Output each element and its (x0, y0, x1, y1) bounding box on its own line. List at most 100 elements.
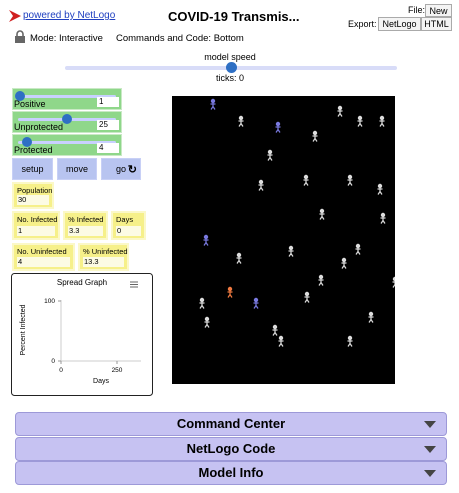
file-label: File: (408, 5, 426, 15)
slider-label: Protected (14, 145, 53, 155)
monitor-value: 0 (116, 226, 141, 236)
powered-link[interactable]: powered by NetLogo (23, 10, 116, 21)
monitor: Population 30 (12, 182, 54, 209)
person (318, 274, 324, 286)
lock-icon (15, 30, 25, 43)
monitor-value: 30 (17, 195, 49, 205)
slider-knob[interactable] (62, 114, 72, 124)
y-tick-label: 100 (44, 298, 55, 305)
person (319, 208, 325, 220)
person (236, 252, 242, 264)
monitor-value: 1 (17, 226, 55, 236)
y-axis-label: Percent Infected (20, 304, 27, 355)
panel-title: NetLogo Code (186, 441, 276, 456)
monitor: % Uninfected 13.3 (78, 243, 129, 271)
expand-arrow (424, 446, 436, 453)
person (392, 276, 395, 288)
panel-title: Model Info (198, 465, 264, 480)
person (357, 115, 363, 127)
monitor: % Infected 3.3 (63, 211, 108, 240)
person (199, 297, 205, 309)
monitor-label: Population (17, 186, 53, 195)
person (258, 179, 264, 191)
person (238, 115, 244, 127)
person (377, 183, 383, 195)
command-center-panel[interactable]: Command Center (15, 412, 447, 436)
world-background (172, 96, 395, 384)
person (275, 121, 281, 133)
x-tick-label: 250 (112, 367, 123, 374)
go-label: go (115, 164, 126, 174)
person (341, 257, 347, 269)
speed-label: model speed (204, 52, 256, 62)
mode-label[interactable]: Mode: Interactive (30, 33, 103, 44)
slider-value[interactable]: 25 (97, 120, 119, 130)
monitor: No. Infected 1 (12, 211, 60, 240)
person (347, 174, 353, 186)
commands-label[interactable]: Commands and Code: Bottom (116, 33, 244, 44)
model-title: COVID-19 Transmis... (168, 9, 300, 24)
monitor-label: No. Infected (17, 215, 58, 224)
person (267, 149, 273, 161)
slider-label: Unprotected (14, 122, 64, 132)
person (304, 291, 310, 303)
monitor-value: 3.3 (68, 226, 103, 236)
person (203, 234, 209, 246)
slider-knob[interactable] (22, 137, 32, 147)
monitor-label: No. Uninfected (17, 247, 67, 256)
info-panel[interactable]: Model Info (15, 461, 447, 485)
person (368, 311, 374, 323)
netlogo-logo (9, 10, 21, 22)
person (272, 324, 278, 336)
slider-protected[interactable]: Protected 4 (12, 134, 122, 156)
export-netlogo[interactable]: NetLogo (378, 17, 421, 31)
person (379, 115, 385, 127)
expand-arrow (424, 421, 436, 428)
x-tick-label: 0 (59, 367, 63, 374)
person (227, 286, 233, 298)
expand-arrow (424, 470, 436, 477)
y-tick-label: 0 (51, 358, 55, 365)
move-button[interactable]: move (57, 158, 97, 180)
person (288, 245, 294, 257)
slider-label: Positive (14, 99, 46, 109)
slider-knob[interactable] (15, 91, 25, 101)
speed-knob[interactable] (226, 62, 237, 73)
code-panel[interactable]: NetLogo Code (15, 437, 447, 461)
monitor-label: Days (116, 215, 134, 224)
ticks-label: ticks: 0 (215, 73, 244, 83)
person (278, 335, 284, 347)
slider-unprotected[interactable]: Unprotected 25 (12, 111, 122, 133)
monitor: Days 0 (111, 211, 146, 240)
slider-value[interactable]: 4 (97, 143, 119, 153)
monitor-label: % Infected (68, 215, 104, 224)
person (253, 297, 259, 309)
slider-positive[interactable]: Positive 1 (12, 88, 122, 110)
person (337, 105, 343, 117)
setup-button[interactable]: setup (12, 158, 53, 180)
monitor-value: 4 (17, 257, 70, 267)
plot-menu[interactable] (130, 281, 138, 288)
new-button[interactable]: New (425, 4, 452, 17)
person (347, 335, 353, 347)
plot-frame (11, 273, 153, 396)
forever-icon: ↻ (127, 164, 137, 176)
x-axis-label: Days (93, 378, 109, 385)
export-label: Export: (348, 19, 377, 29)
slider-track (18, 141, 116, 144)
panel-title: Command Center (176, 416, 286, 431)
person (303, 174, 309, 186)
person (204, 316, 210, 328)
person (355, 243, 361, 255)
person (380, 212, 386, 224)
plot-title: Spread Graph (57, 278, 107, 287)
monitor-label: % Uninfected (83, 247, 128, 256)
export-html[interactable]: HTML (421, 17, 452, 31)
person (210, 98, 216, 110)
go-button[interactable]: go ↻ (101, 158, 141, 180)
slider-value[interactable]: 1 (97, 97, 119, 107)
world-view[interactable] (172, 96, 395, 384)
slider-track (18, 95, 116, 98)
plot: Spread Graph Percent Infected Days 0 100 0… (11, 273, 153, 396)
